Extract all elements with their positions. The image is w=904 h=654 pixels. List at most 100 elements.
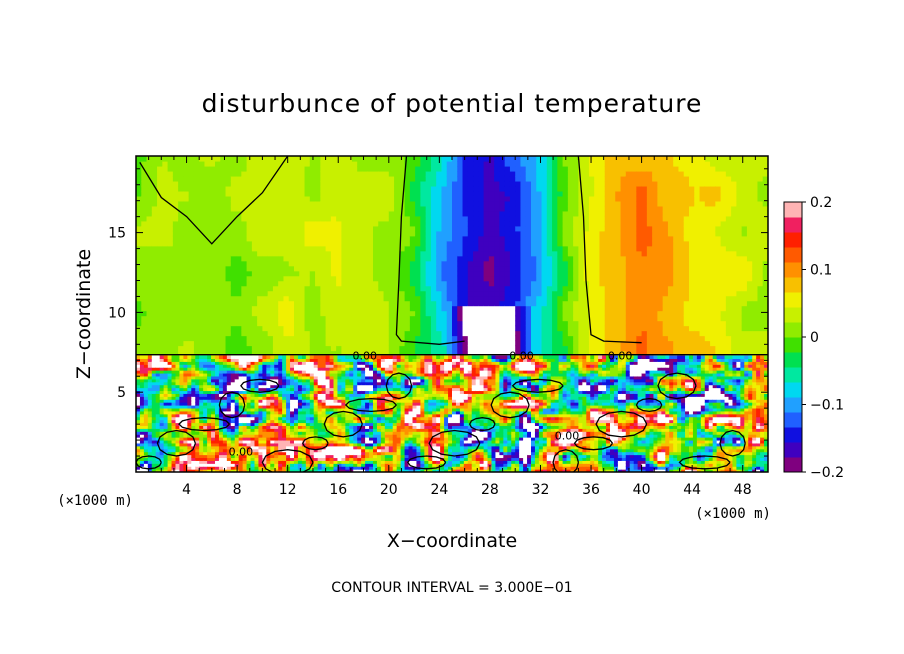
heat-cell: [731, 280, 737, 287]
heat-cell: [315, 175, 321, 182]
heat-cell: [209, 300, 216, 307]
heat-cell: [757, 350, 764, 357]
heat-cell: [604, 185, 611, 192]
heat-cell: [139, 431, 145, 435]
heat-cell: [478, 250, 485, 257]
heat-cell: [483, 180, 490, 187]
heat-cell: [552, 156, 558, 162]
heat-cell: [304, 170, 311, 177]
heat-cell: [362, 265, 369, 272]
heat-cell: [304, 280, 311, 287]
heat-cell: [215, 190, 221, 197]
heat-cell: [151, 419, 157, 424]
heat-cell: [204, 300, 211, 307]
heat-cell: [604, 330, 611, 337]
heat-cell: [488, 270, 495, 277]
heat-cell: [452, 275, 458, 282]
heat-cell: [515, 235, 522, 242]
heat-cell: [230, 275, 237, 282]
heat-cell: [515, 300, 522, 307]
heat-cell: [220, 275, 227, 282]
heat-cell: [409, 340, 416, 347]
heat-cell: [652, 190, 658, 197]
heat-cell: [136, 372, 141, 377]
heat-cell: [499, 300, 506, 307]
heat-cell: [615, 255, 622, 262]
heat-cell: [488, 225, 495, 232]
heat-cell: [278, 275, 285, 282]
heat-cell: [531, 195, 537, 202]
heat-cell: [362, 160, 369, 167]
heat-cell: [509, 305, 516, 312]
heat-cell: [367, 345, 374, 352]
heat-cell: [246, 245, 253, 252]
heat-cell: [636, 170, 643, 177]
heat-cell: [746, 250, 753, 257]
heat-cell: [436, 280, 443, 287]
heat-cell: [193, 335, 200, 342]
heat-cell: [725, 255, 732, 262]
heat-cell: [315, 170, 321, 177]
heat-cell: [336, 270, 342, 277]
heat-cell: [309, 325, 316, 332]
heat-cell: [462, 255, 469, 262]
heat-cell: [288, 245, 295, 252]
heat-cell: [641, 225, 648, 232]
heat-cell: [151, 425, 157, 429]
heat-cell: [725, 160, 732, 167]
heat-cell: [299, 285, 306, 292]
heat-cell: [541, 160, 548, 167]
heat-cell: [594, 265, 601, 272]
heat-cell: [172, 270, 179, 277]
heat-cell: [320, 280, 327, 287]
heat-cell: [341, 250, 348, 257]
heat-cell: [520, 245, 527, 252]
heat-cell: [483, 275, 490, 282]
heat-cell: [715, 270, 722, 277]
heat-cell: [725, 235, 732, 242]
heat-cell: [509, 245, 516, 252]
heat-cell: [541, 270, 548, 277]
heat-cell: [172, 305, 179, 312]
heat-cell: [462, 235, 469, 242]
heat-cell: [262, 315, 269, 322]
heat-cell: [399, 250, 406, 257]
heat-cell: [457, 290, 464, 297]
heat-cell: [178, 215, 184, 222]
heat-cell: [583, 190, 590, 197]
heat-cell: [320, 200, 327, 207]
heat-cell: [320, 175, 327, 182]
heat-cell: [272, 345, 279, 352]
heat-cell: [552, 165, 558, 172]
heat-cell: [172, 200, 179, 207]
heat-cell: [378, 345, 385, 352]
heat-cell: [741, 165, 748, 172]
heat-cell: [752, 225, 759, 232]
heat-cell: [488, 290, 495, 297]
heat-cell: [588, 245, 595, 252]
heat-cell: [562, 345, 569, 352]
heat-cell: [541, 165, 548, 172]
heat-cell: [531, 295, 537, 302]
heat-cell: [452, 190, 458, 197]
heat-cell: [172, 230, 179, 237]
heat-cell: [515, 190, 522, 197]
heat-cell: [736, 235, 743, 242]
heat-cell: [715, 295, 722, 302]
heat-cell: [667, 330, 674, 337]
heat-cell: [199, 265, 206, 272]
heat-cell: [462, 205, 469, 212]
heat-cell: [657, 350, 664, 357]
heat-cell: [541, 340, 548, 347]
heat-cell: [378, 320, 385, 327]
heat-cell: [383, 250, 390, 257]
heat-cell: [404, 250, 411, 257]
heat-cell: [172, 295, 179, 302]
heat-cell: [325, 180, 332, 187]
heat-cell: [757, 300, 764, 307]
heat-cell: [409, 270, 416, 277]
heat-cell: [683, 160, 690, 167]
heat-cell: [488, 230, 495, 237]
heat-cell: [294, 215, 300, 222]
heat-cell: [246, 180, 253, 187]
